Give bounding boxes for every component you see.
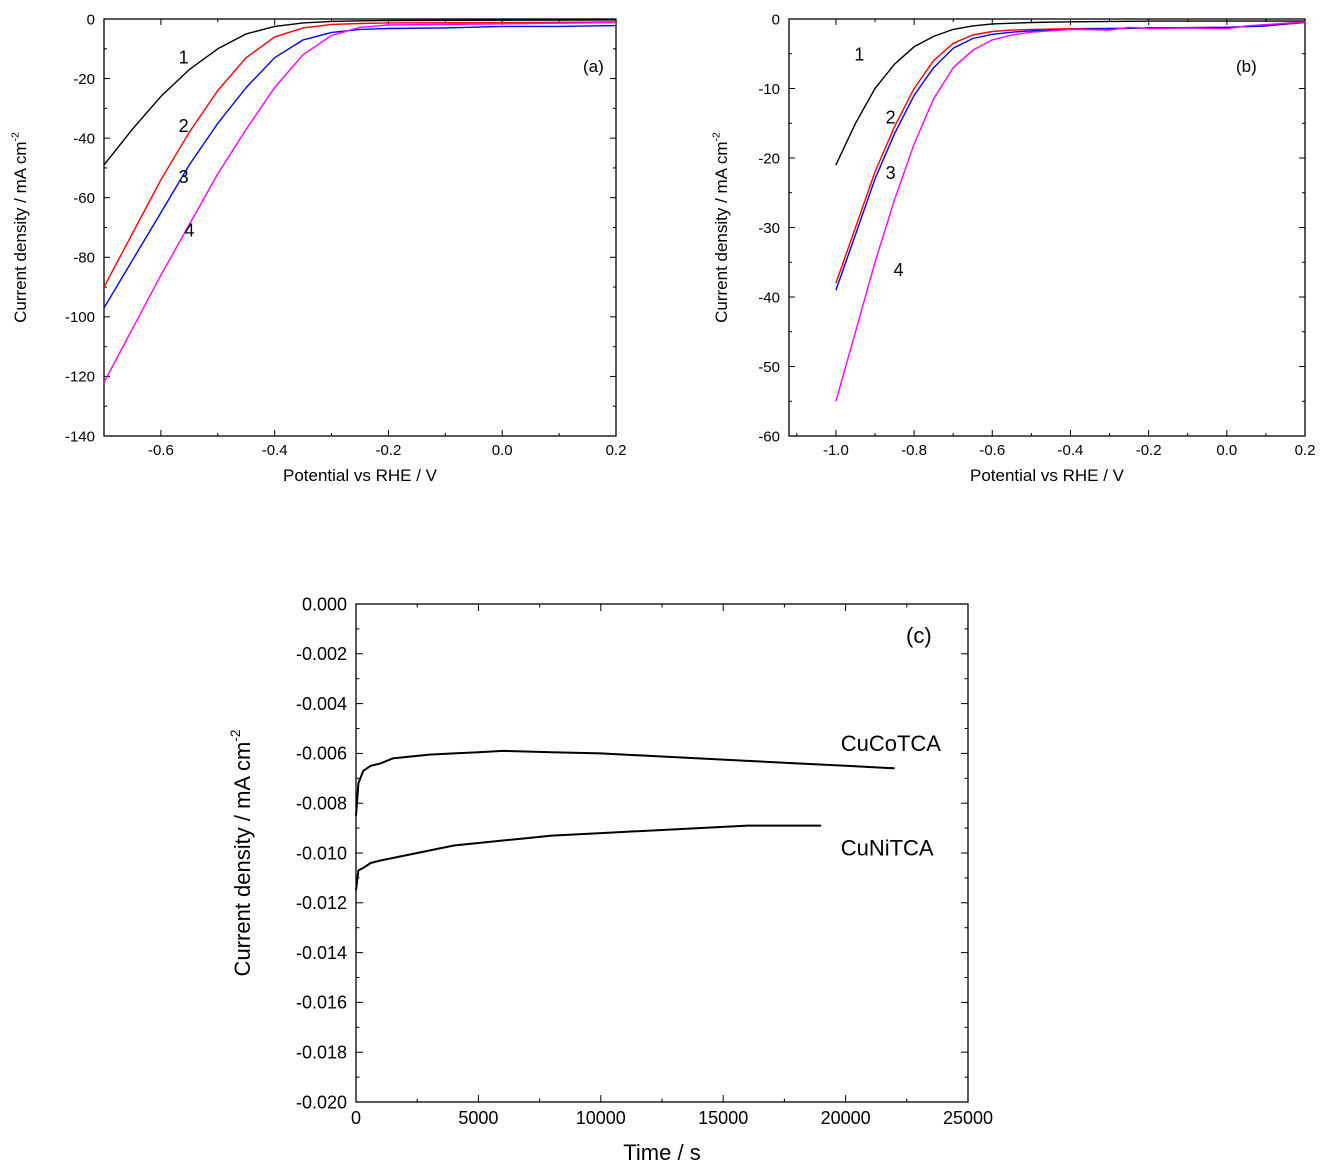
- y-tick-label: -0.018: [296, 1043, 347, 1063]
- x-tick-label: 0.2: [1295, 442, 1316, 459]
- x-tick-label: 0.0: [492, 442, 513, 459]
- series-label-CuCoTCA: CuCoTCA: [841, 731, 942, 756]
- x-tick-label: 0: [351, 1108, 361, 1128]
- y-tick-label: -0.008: [296, 794, 347, 814]
- series-line-CuCoTCA: [355, 749, 895, 816]
- y-tick-label: -60: [73, 190, 95, 207]
- y-tick-label: -50: [758, 359, 780, 376]
- y-axis-label-superscript: -2: [710, 132, 722, 142]
- x-tick-label: 15000: [698, 1108, 748, 1128]
- y-tick-label: -20: [758, 150, 780, 167]
- series-label-4: 4: [893, 260, 903, 280]
- y-axis-label-superscript: -2: [9, 132, 21, 142]
- y-tick-label: -0.016: [296, 993, 347, 1013]
- x-tick-label: -0.6: [148, 442, 174, 459]
- y-tick-label: -60: [758, 428, 780, 445]
- y-axis-label: Current density / mA cm-2: [9, 132, 30, 323]
- x-tick-label: -0.4: [262, 442, 288, 459]
- x-tick-label: 0.0: [1216, 442, 1237, 459]
- series-line-2: [835, 21, 1306, 284]
- x-tick-label: 10000: [576, 1108, 626, 1128]
- series-line-1: [835, 20, 1305, 166]
- x-tick-label: -1.0: [823, 442, 849, 459]
- y-tick-label: 0.000: [302, 594, 347, 614]
- series-line-4: [835, 21, 1306, 402]
- y-tick-label: -140: [65, 428, 95, 445]
- y-tick-label: -120: [65, 369, 95, 386]
- y-tick-label: 0: [87, 11, 95, 28]
- x-tick-label: 25000: [943, 1108, 993, 1128]
- y-tick-label: -0.014: [296, 943, 347, 963]
- series-label-2: 2: [886, 107, 896, 127]
- chart-panel-2: -1.0 -0.8 -0.6 -0.4 -0.2 0.0 0.2 0 -10 -20 -30 -40 -…: [710, 11, 1315, 485]
- panel-label: (a): [583, 57, 604, 76]
- panel-label: (c): [906, 623, 932, 648]
- series-label-CuNiTCA: CuNiTCA: [841, 835, 934, 860]
- y-tick-label: -0.020: [296, 1092, 347, 1112]
- panel-label: (b): [1236, 57, 1257, 76]
- y-tick-label: -0.004: [296, 694, 347, 714]
- x-axis-label: Potential vs RHE / V: [283, 466, 438, 485]
- series-line-3: [835, 21, 1306, 291]
- plot-frame: [788, 18, 1306, 437]
- series-label-4: 4: [184, 220, 194, 240]
- x-tick-label: 20000: [821, 1108, 871, 1128]
- chart-panel-3: 0 5000 10000 15000 20000 25000 0.000 -0.002 -0.0…: [228, 594, 993, 1165]
- y-tick-label: -100: [65, 309, 95, 326]
- series-label-2: 2: [179, 116, 189, 136]
- y-axis-label: Current density / mA cm-2: [228, 730, 255, 977]
- x-axis-label: Potential vs RHE / V: [970, 466, 1125, 485]
- y-tick-label: -10: [758, 81, 780, 98]
- series-line-4: [103, 21, 617, 383]
- x-axis-label: Time / s: [623, 1140, 700, 1165]
- y-tick-label: -20: [73, 71, 95, 88]
- y-axis-label-superscript: -2: [228, 730, 243, 742]
- y-tick-label: -40: [758, 289, 780, 306]
- y-tick-label: 0: [772, 11, 780, 28]
- y-tick-label: -30: [758, 220, 780, 237]
- x-tick-label: -0.2: [1136, 442, 1162, 459]
- y-tick-label: -0.006: [296, 744, 347, 764]
- y-tick-label: -80: [73, 250, 95, 267]
- plot-frame: [103, 18, 617, 437]
- series-label-3: 3: [886, 163, 896, 183]
- series-line-3: [103, 24, 617, 309]
- chart-panel-1: -0.6 -0.4 -0.2 0.0 0.2 0 -20 -40 -60 -80 -100 -120 -…: [9, 11, 626, 485]
- x-tick-label: -0.6: [979, 442, 1005, 459]
- series-label-1: 1: [179, 48, 189, 68]
- series-line-CuNiTCA: [355, 824, 822, 891]
- y-tick-label: -0.002: [296, 644, 347, 664]
- series-label-3: 3: [179, 167, 189, 187]
- series-line-1: [103, 19, 617, 166]
- series-label-1: 1: [854, 45, 864, 65]
- y-tick-label: -0.010: [296, 843, 347, 863]
- x-tick-label: -0.8: [901, 442, 927, 459]
- y-tick-label: -40: [73, 130, 95, 147]
- x-tick-label: 0.2: [606, 442, 627, 459]
- y-tick-label: -0.012: [296, 893, 347, 913]
- x-tick-label: 5000: [458, 1108, 498, 1128]
- y-axis-label: Current density / mA cm-2: [710, 132, 731, 323]
- x-tick-label: -0.4: [1058, 442, 1084, 459]
- x-tick-label: -0.2: [376, 442, 402, 459]
- series-line-2: [103, 21, 617, 288]
